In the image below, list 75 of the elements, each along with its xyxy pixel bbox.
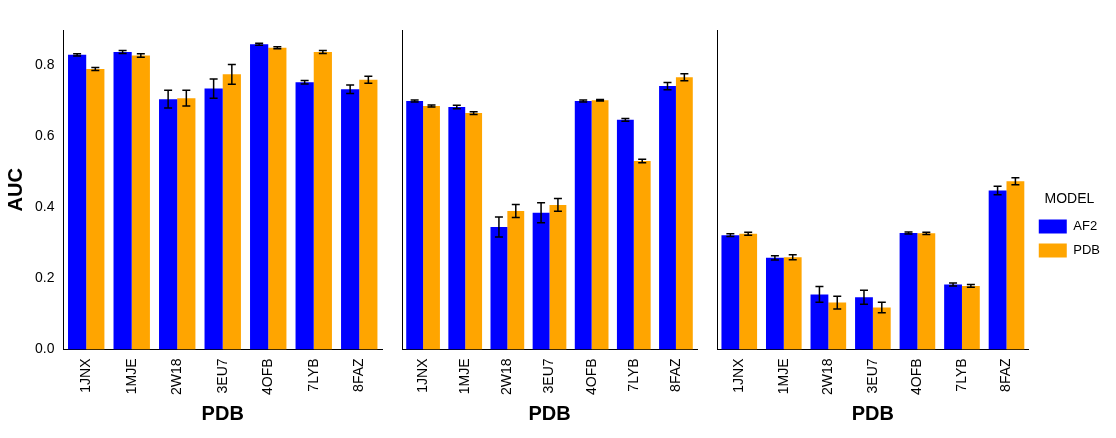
legend-label: PDB: [1073, 241, 1100, 257]
bar: [507, 211, 525, 350]
x-tick-label: 2W18: [498, 358, 515, 396]
x-tick-label: 2W18: [819, 358, 836, 396]
bar: [872, 307, 891, 350]
bar: [222, 74, 241, 350]
bar: [295, 82, 314, 350]
bar: [68, 54, 87, 350]
x-axis-title: PDB: [201, 401, 244, 424]
x-tick-label: 7LYB: [304, 358, 321, 392]
x-axis-title: PDB: [851, 401, 894, 424]
x-tick-label: 4OFB: [908, 358, 925, 396]
x-tick-label: 3EU7: [863, 358, 880, 394]
x-tick-label: 3EU7: [213, 358, 230, 394]
x-tick-label: 1MJE: [456, 358, 473, 395]
bar: [721, 235, 740, 350]
bar: [917, 233, 936, 350]
bar: [574, 100, 592, 350]
bar: [988, 190, 1007, 350]
bar: [659, 86, 676, 350]
x-tick-label: 8FAZ: [997, 357, 1014, 392]
bar: [406, 100, 424, 350]
x-tick-label: 1JNX: [730, 357, 747, 393]
bar: [131, 55, 150, 350]
bar: [1006, 181, 1025, 350]
bar: [204, 88, 223, 350]
x-axis-title: PDB: [528, 401, 571, 424]
x-tick-label: 8FAZ: [350, 357, 367, 392]
bar: [423, 105, 440, 350]
bar: [765, 257, 784, 350]
bar: [591, 100, 609, 350]
bar: [341, 89, 360, 350]
bar: [810, 294, 829, 350]
y-tick-label: 0.4: [34, 198, 55, 215]
bar: [783, 257, 802, 350]
y-tick-label: 0.8: [34, 56, 55, 73]
bar: [675, 77, 693, 350]
bar: [490, 226, 508, 350]
x-tick-label: 2W18: [168, 358, 185, 396]
bar: [532, 212, 550, 350]
x-tick-label: 4OFB: [582, 358, 599, 396]
bar: [828, 302, 847, 350]
bar: [448, 107, 466, 350]
bar: [961, 285, 980, 350]
bar: [113, 52, 132, 350]
x-tick-label: 7LYB: [952, 358, 969, 392]
bar: [899, 233, 918, 350]
y-tick-label: 0.0: [34, 340, 55, 357]
bar: [549, 204, 567, 350]
x-tick-label: 1MJE: [774, 358, 791, 395]
x-tick-label: 8FAZ: [666, 357, 683, 392]
x-tick-label: 1JNX: [413, 357, 430, 393]
bar: [177, 98, 196, 350]
x-tick-label: 3EU7: [540, 358, 557, 394]
bar: [465, 113, 483, 350]
y-tick-label: 0.2: [34, 269, 55, 286]
y-tick-label: 0.6: [34, 127, 55, 144]
y-axis-title: AUC: [3, 168, 26, 212]
bar: [633, 160, 651, 350]
x-tick-label: 1JNX: [77, 357, 94, 393]
bar: [159, 99, 178, 350]
x-tick-label: 1MJE: [122, 358, 139, 395]
legend-title: MODEL: [1044, 190, 1095, 207]
bar: [313, 52, 332, 350]
bar: [616, 119, 634, 350]
bar: [855, 297, 873, 350]
bar: [86, 69, 105, 350]
legend-label: AF2: [1073, 217, 1098, 233]
x-tick-label: 4OFB: [259, 358, 276, 396]
bar: [739, 233, 758, 350]
bar: [944, 284, 962, 350]
bar: [359, 79, 378, 350]
bar: [250, 44, 269, 350]
x-tick-label: 7LYB: [624, 358, 641, 392]
bar: [268, 47, 287, 350]
